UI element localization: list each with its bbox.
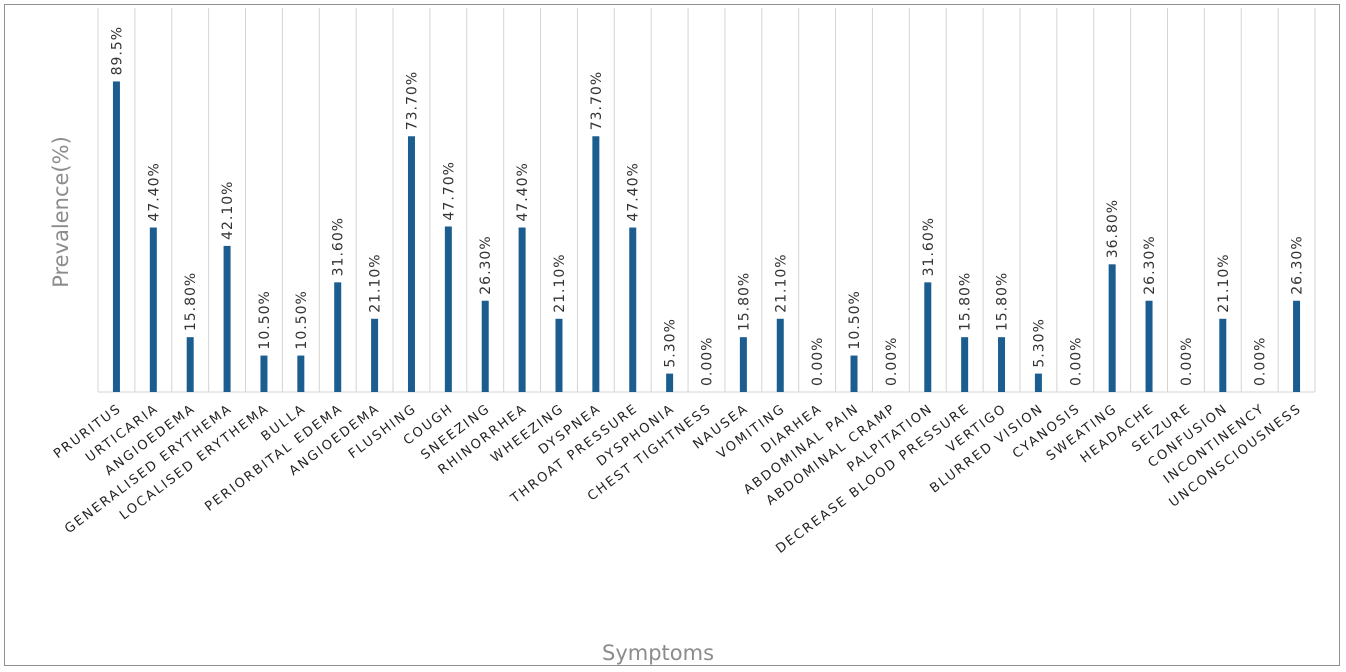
data-label: 73.70% xyxy=(404,71,420,130)
data-label: 21.10% xyxy=(552,253,568,312)
data-label: 0.00% xyxy=(1179,337,1195,386)
bar xyxy=(407,136,415,392)
data-label: 47.40% xyxy=(146,162,162,221)
bar xyxy=(334,282,342,392)
bar xyxy=(1219,318,1227,392)
data-label: 42.10% xyxy=(220,181,236,240)
bar xyxy=(592,136,600,392)
data-label: 15.80% xyxy=(183,272,199,331)
data-label: 15.80% xyxy=(736,272,752,331)
bar xyxy=(850,355,858,392)
data-label: 73.70% xyxy=(589,71,605,130)
bars xyxy=(112,81,1301,392)
bar xyxy=(186,337,194,392)
bar xyxy=(1108,264,1116,392)
bar xyxy=(149,227,157,392)
data-label: 5.30% xyxy=(1031,318,1047,367)
bar xyxy=(666,373,674,392)
x-axis-title: Symptoms xyxy=(602,641,714,665)
data-label: 47.40% xyxy=(626,162,642,221)
data-label: 89.5% xyxy=(109,26,125,75)
y-axis-title: Prevalence(%) xyxy=(49,136,73,288)
data-label: 21.10% xyxy=(1216,253,1232,312)
bar xyxy=(998,337,1006,392)
data-label: 5.30% xyxy=(663,318,679,367)
data-label: 0.00% xyxy=(1068,337,1084,386)
data-label: 15.80% xyxy=(995,272,1011,331)
data-label: 21.10% xyxy=(773,253,789,312)
bar xyxy=(1293,300,1301,392)
data-label: 0.00% xyxy=(700,337,716,386)
data-label: 36.80% xyxy=(1105,199,1121,258)
bar xyxy=(776,318,784,392)
bar xyxy=(739,337,747,392)
gridlines xyxy=(97,8,1316,393)
data-label: 10.50% xyxy=(294,290,310,349)
bar xyxy=(444,226,452,392)
bar xyxy=(371,318,379,392)
data-label: 0.00% xyxy=(884,337,900,386)
bar xyxy=(629,227,637,392)
bar xyxy=(260,355,268,392)
bar xyxy=(1034,373,1042,392)
data-label: 26.30% xyxy=(1290,235,1306,294)
data-label: 31.60% xyxy=(331,217,347,276)
data-label: 10.50% xyxy=(847,290,863,349)
data-label: 26.30% xyxy=(1142,235,1158,294)
data-label: 10.50% xyxy=(257,290,273,349)
bar xyxy=(961,337,969,392)
data-label: 0.00% xyxy=(810,337,826,386)
data-label: 47.40% xyxy=(515,162,531,221)
bar xyxy=(481,300,489,392)
bar xyxy=(555,318,563,392)
data-label: 0.00% xyxy=(1253,337,1269,386)
bar xyxy=(1145,300,1153,392)
data-label: 26.30% xyxy=(478,235,494,294)
data-label: 21.10% xyxy=(368,253,384,312)
data-label: 47.70% xyxy=(441,161,457,220)
bar xyxy=(223,245,231,392)
value-labels: 89.5% 47.40% 15.80% 42.10% 10.50% 10.50% 31.60… xyxy=(109,26,1305,386)
bar xyxy=(518,227,526,392)
data-label: 15.80% xyxy=(958,272,974,331)
data-label: 31.60% xyxy=(921,217,937,276)
bar xyxy=(924,282,932,392)
bar xyxy=(297,355,305,392)
bar xyxy=(112,81,120,392)
